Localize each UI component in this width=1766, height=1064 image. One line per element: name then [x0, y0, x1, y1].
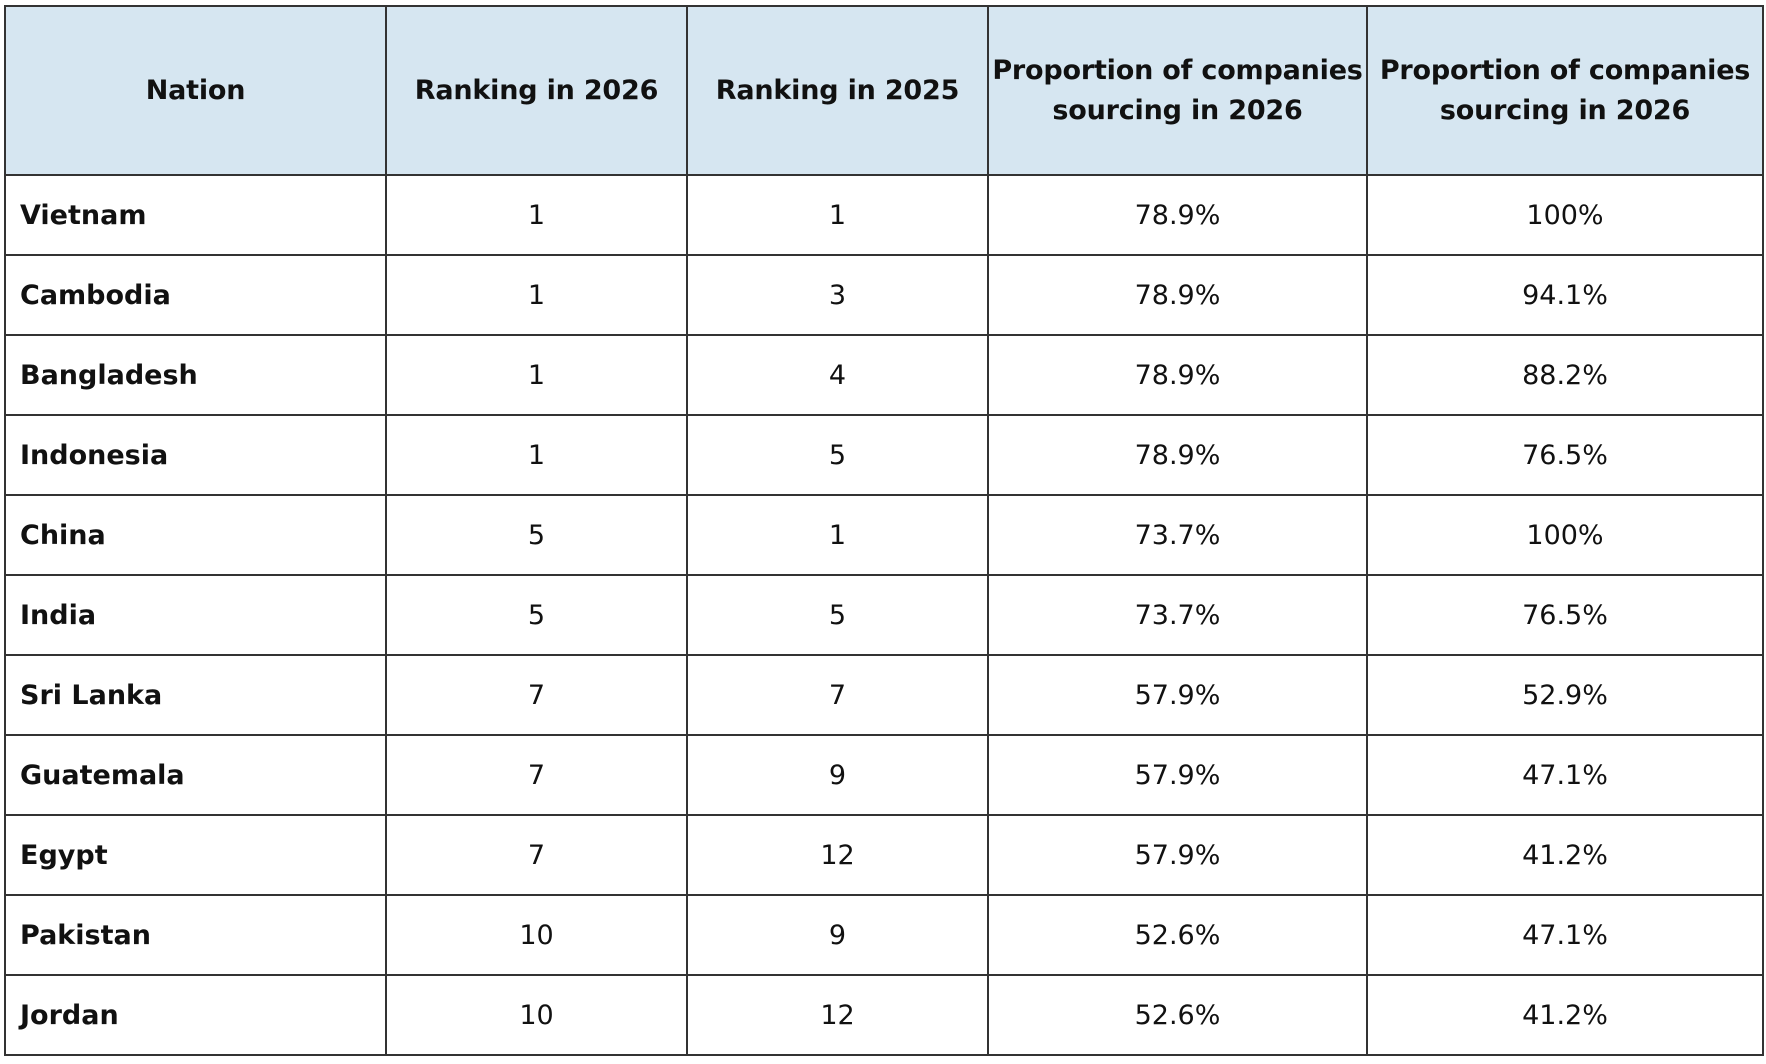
- proportion-b-cell: 47.1%: [1366, 894, 1764, 976]
- nation-cell: Guatemala: [4, 734, 387, 816]
- ranking-2026-cell: 10: [385, 894, 688, 976]
- proportion-b-cell: 76.5%: [1366, 414, 1764, 496]
- proportion-b-cell: 100%: [1366, 494, 1764, 576]
- ranking-2026-cell: 5: [385, 574, 688, 656]
- header-ranking-2025: Ranking in 2025: [686, 5, 989, 176]
- proportion-a-cell: 78.9%: [987, 174, 1368, 256]
- ranking-2026-cell: 7: [385, 814, 688, 896]
- table-row: Jordan 10 12 52.6% 41.2%: [4, 974, 1764, 1056]
- proportion-b-cell: 47.1%: [1366, 734, 1764, 816]
- table-body: Vietnam 1 1 78.9% 100% Cambodia 1 3 78.9% 94.1% Ba…: [4, 174, 1764, 1056]
- ranking-2025-cell: 9: [686, 734, 989, 816]
- header-nation: Nation: [4, 5, 387, 176]
- table-row: Pakistan 10 9 52.6% 47.1%: [4, 894, 1764, 976]
- ranking-2025-cell: 9: [686, 894, 989, 976]
- nation-cell: Sri Lanka: [4, 654, 387, 736]
- table-row: India 5 5 73.7% 76.5%: [4, 574, 1764, 656]
- proportion-a-cell: 78.9%: [987, 334, 1368, 416]
- proportion-b-cell: 76.5%: [1366, 574, 1764, 656]
- ranking-2025-cell: 3: [686, 254, 989, 336]
- nation-cell: Egypt: [4, 814, 387, 896]
- proportion-b-cell: 100%: [1366, 174, 1764, 256]
- ranking-2026-cell: 1: [385, 334, 688, 416]
- header-proportion-a: Proportion of companies sourcing in 2026: [987, 5, 1368, 176]
- proportion-b-cell: 88.2%: [1366, 334, 1764, 416]
- nation-cell: India: [4, 574, 387, 656]
- table-row: Bangladesh 1 4 78.9% 88.2%: [4, 334, 1764, 416]
- proportion-b-cell: 52.9%: [1366, 654, 1764, 736]
- proportion-a-cell: 57.9%: [987, 654, 1368, 736]
- nation-cell: Pakistan: [4, 894, 387, 976]
- proportion-a-cell: 73.7%: [987, 494, 1368, 576]
- header-proportion-b: Proportion of companies sourcing in 2026: [1366, 5, 1764, 176]
- ranking-2025-cell: 7: [686, 654, 989, 736]
- table-row: Sri Lanka 7 7 57.9% 52.9%: [4, 654, 1764, 736]
- table-header: Nation Ranking in 2026 Ranking in 2025 P…: [4, 5, 1764, 176]
- ranking-2026-cell: 1: [385, 174, 688, 256]
- nation-cell: China: [4, 494, 387, 576]
- proportion-b-cell: 41.2%: [1366, 814, 1764, 896]
- ranking-2025-cell: 4: [686, 334, 989, 416]
- ranking-2026-cell: 1: [385, 414, 688, 496]
- nation-cell: Bangladesh: [4, 334, 387, 416]
- proportion-a-cell: 78.9%: [987, 254, 1368, 336]
- ranking-2025-cell: 12: [686, 974, 989, 1056]
- nation-cell: Indonesia: [4, 414, 387, 496]
- proportion-b-cell: 41.2%: [1366, 974, 1764, 1056]
- table-row: China 5 1 73.7% 100%: [4, 494, 1764, 576]
- table-row: Vietnam 1 1 78.9% 100%: [4, 174, 1764, 256]
- ranking-2025-cell: 5: [686, 574, 989, 656]
- table-row: Cambodia 1 3 78.9% 94.1%: [4, 254, 1764, 336]
- ranking-2025-cell: 5: [686, 414, 989, 496]
- proportion-a-cell: 52.6%: [987, 974, 1368, 1056]
- header-row: Nation Ranking in 2026 Ranking in 2025 P…: [4, 5, 1764, 176]
- proportion-a-cell: 57.9%: [987, 814, 1368, 896]
- ranking-2026-cell: 7: [385, 734, 688, 816]
- proportion-a-cell: 73.7%: [987, 574, 1368, 656]
- proportion-a-cell: 78.9%: [987, 414, 1368, 496]
- table-row: Egypt 7 12 57.9% 41.2%: [4, 814, 1764, 896]
- ranking-2025-cell: 1: [686, 174, 989, 256]
- table-row: Guatemala 7 9 57.9% 47.1%: [4, 734, 1764, 816]
- header-ranking-2026: Ranking in 2026: [385, 5, 688, 176]
- nation-cell: Vietnam: [4, 174, 387, 256]
- ranking-2025-cell: 12: [686, 814, 989, 896]
- ranking-2026-cell: 1: [385, 254, 688, 336]
- nation-cell: Jordan: [4, 974, 387, 1056]
- proportion-a-cell: 57.9%: [987, 734, 1368, 816]
- table-row: Indonesia 1 5 78.9% 76.5%: [4, 414, 1764, 496]
- ranking-2026-cell: 10: [385, 974, 688, 1056]
- proportion-a-cell: 52.6%: [987, 894, 1368, 976]
- ranking-2025-cell: 1: [686, 494, 989, 576]
- sourcing-table: Nation Ranking in 2026 Ranking in 2025 P…: [4, 5, 1764, 1056]
- ranking-2026-cell: 5: [385, 494, 688, 576]
- ranking-2026-cell: 7: [385, 654, 688, 736]
- nation-cell: Cambodia: [4, 254, 387, 336]
- proportion-b-cell: 94.1%: [1366, 254, 1764, 336]
